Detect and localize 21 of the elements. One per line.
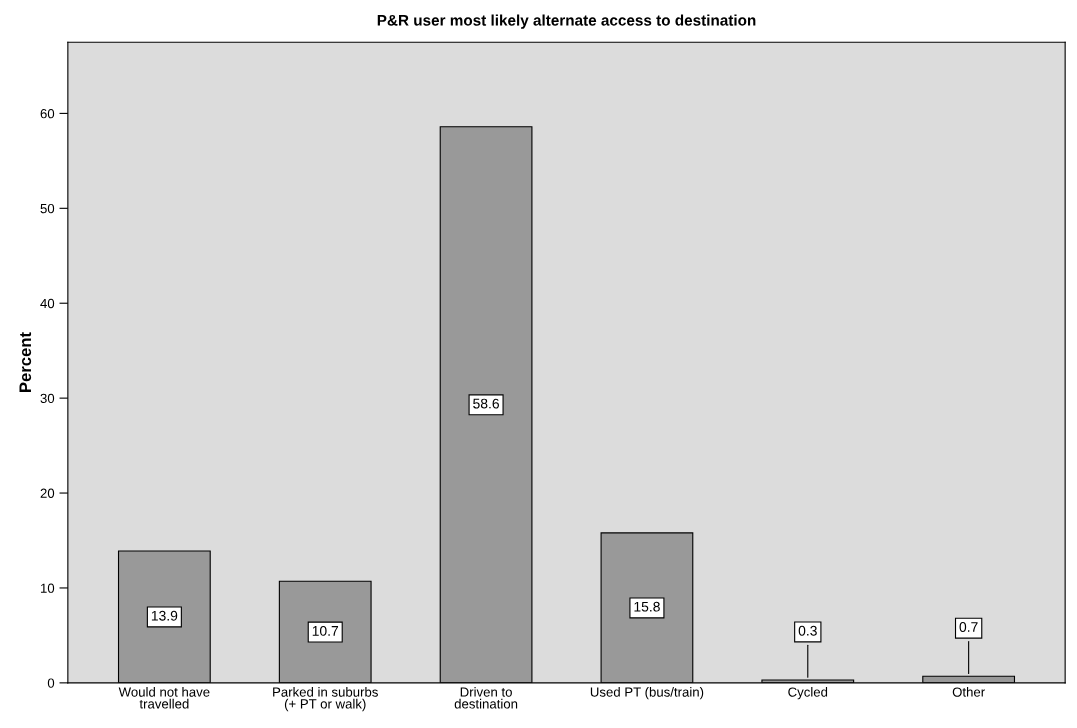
- x-tick-label: Other: [952, 687, 985, 697]
- chart-title: P&R user most likely alternate access to destination: [377, 14, 756, 29]
- data-label: 10.7: [312, 625, 339, 636]
- y-tick-label: 30: [40, 393, 55, 404]
- y-tick-label: 50: [40, 203, 55, 214]
- y-tick-label: 20: [40, 488, 55, 498]
- data-label: 0.7: [959, 622, 978, 632]
- y-tick-label: 0: [47, 678, 55, 688]
- x-tick-label: Cycled: [788, 687, 828, 700]
- y-tick-label: 10: [40, 583, 55, 593]
- data-label: 58.6: [473, 398, 499, 409]
- data-label: 13.9: [151, 610, 178, 621]
- data-label: 15.8: [634, 601, 660, 612]
- y-axis-title: Percent: [19, 332, 32, 392]
- x-tick-label: Parked in suburbs (+ PT or walk): [273, 687, 378, 712]
- x-tick-label: Would not have travelled: [118, 687, 210, 709]
- data-label: 0.3: [798, 625, 817, 636]
- x-tick-label: Used PT (bus/train): [590, 687, 704, 700]
- y-tick-label: 60: [40, 108, 55, 119]
- y-tick-label: 40: [40, 298, 55, 309]
- x-tick-label: Driven to destination: [454, 687, 518, 709]
